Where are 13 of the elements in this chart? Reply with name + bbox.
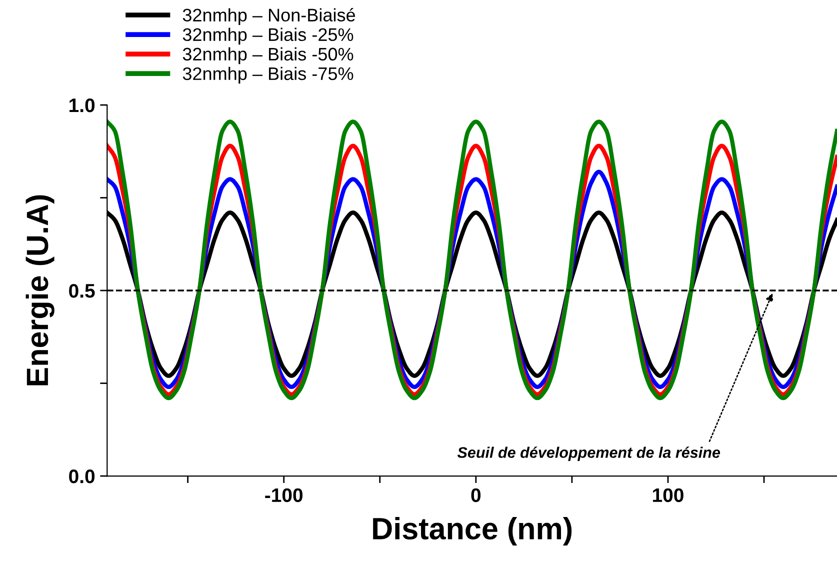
x-tick-label: 0	[471, 488, 481, 502]
legend-label: 32nmhp – Biais -50%	[182, 47, 354, 64]
y-axis-title: Energie (U.A)	[26, 195, 54, 386]
legend-label: 32nmhp – Biais -75%	[182, 66, 354, 84]
x-axis-title: Distance (nm)	[373, 517, 572, 546]
x-tick-label: -100	[265, 488, 303, 502]
legend-label: 32nmhp – Non-Biaisé	[182, 8, 356, 26]
y-tick-label: 0.5	[69, 284, 95, 298]
legend-label: 32nmhp – Biais -25%	[182, 28, 354, 45]
annotation: Seuil de développement de la résine	[457, 446, 720, 461]
y-tick-label: 1.0	[70, 98, 95, 112]
y-tick-label: 0.0	[69, 469, 95, 484]
x-tick-label: 100	[652, 488, 684, 502]
